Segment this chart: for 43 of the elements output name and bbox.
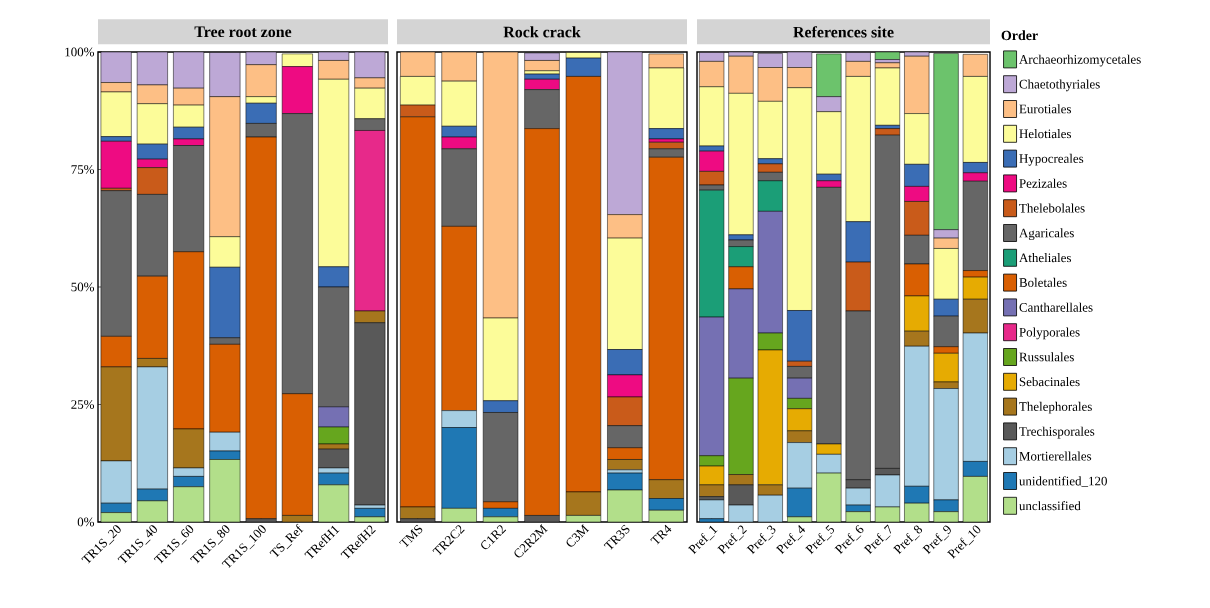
y-tick-label: 0% (77, 517, 95, 527)
y-tick-label: 25% (71, 400, 95, 409)
bar (173, 486, 205, 522)
bar (962, 476, 988, 522)
x-tick-label: TR4 (650, 524, 672, 545)
legend-label: Russulales (1019, 352, 1074, 362)
legend-label: Trechisporales (1019, 426, 1095, 439)
legend-label: unidentified_120 (1019, 476, 1107, 487)
bar (904, 345, 930, 487)
legend-title: Order (1001, 30, 1038, 41)
y-tick-label: 50% (71, 282, 95, 292)
bar (100, 366, 132, 462)
legend-label: Boletales (1019, 277, 1067, 287)
y-tick-label: 100% (65, 47, 95, 57)
legend-label: Sebacinales (1019, 377, 1080, 387)
legend-label: Thelephorales (1019, 401, 1092, 414)
bar (354, 322, 386, 506)
legend-label: Helotiales (1019, 129, 1072, 139)
bar (209, 459, 241, 522)
legend-label: Agaricales (1019, 228, 1074, 241)
y-tick-label: 75% (71, 165, 95, 174)
legend-label: Chaetothyriales (1019, 79, 1100, 92)
legend-label: Eurotiales (1019, 104, 1072, 114)
legend-label: unclassified (1019, 500, 1081, 511)
legend-label: Archaeorhizomycetales (1019, 54, 1141, 67)
legend-label: Pezizales (1019, 178, 1067, 188)
bar (933, 388, 959, 501)
legend-label: Cantharellales (1019, 302, 1093, 312)
legend-label: Thelebolales (1019, 203, 1085, 213)
legend-label: Hypocreales (1019, 153, 1084, 166)
x-tick-label: TMS (399, 524, 423, 548)
bar (787, 442, 813, 489)
bar (962, 332, 988, 462)
bar (173, 428, 205, 469)
legend-label: Atheliales (1019, 253, 1072, 263)
bar (318, 484, 350, 522)
chart-title: Rock crack (503, 26, 581, 38)
chart-title: References site (793, 26, 894, 38)
bar (816, 473, 842, 522)
legend-label: Polyporales (1019, 327, 1080, 340)
chart-title: Tree root zone (194, 26, 292, 38)
bar (607, 490, 643, 522)
legend-label: Mortierellales (1019, 451, 1092, 461)
